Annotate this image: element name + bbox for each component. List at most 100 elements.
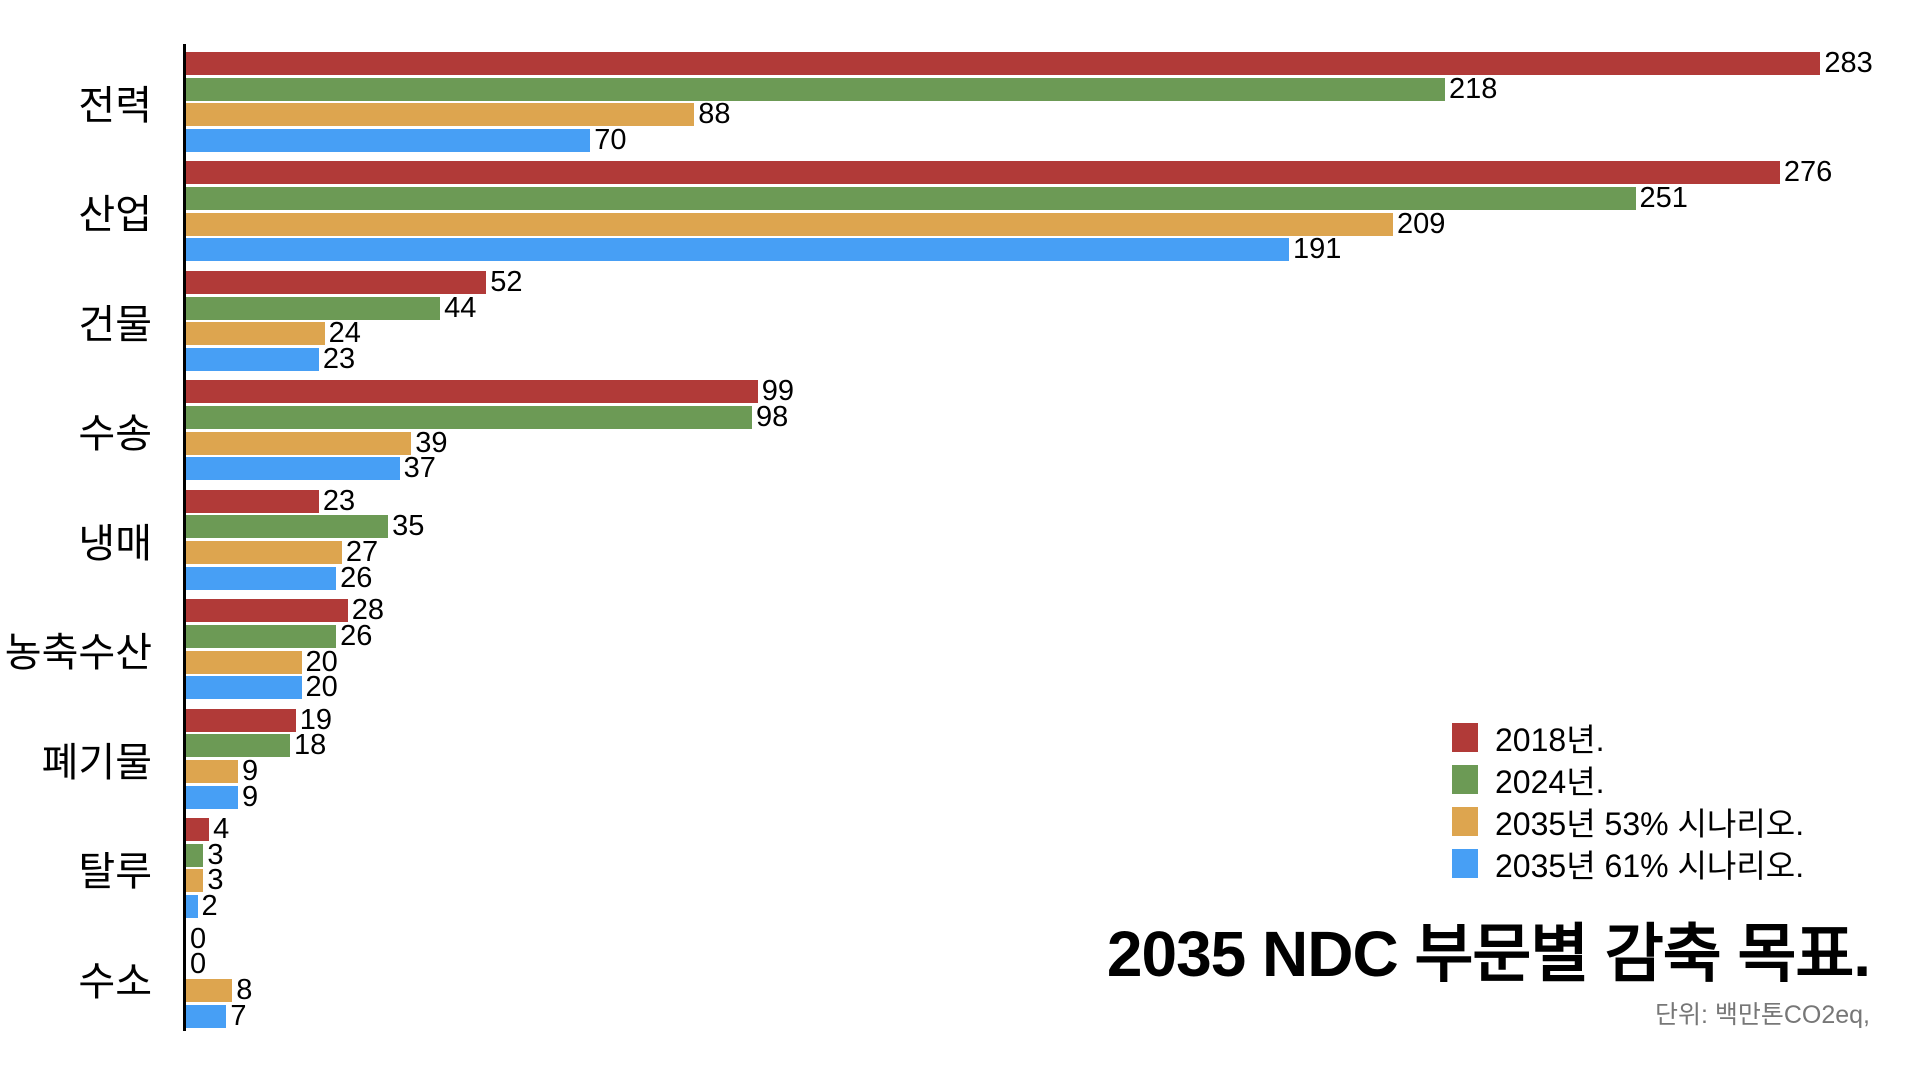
bar <box>186 515 389 539</box>
bar <box>186 52 1821 75</box>
bar-value-label: 20 <box>305 645 338 678</box>
bar-value-label: 27 <box>345 536 379 569</box>
bar-row: 35 <box>186 510 1873 543</box>
bar-value-label: 0 <box>190 922 207 955</box>
bar-group: 276 251 209 191 <box>186 156 1873 266</box>
bar-row: 209 <box>186 207 1873 240</box>
bar <box>186 322 325 346</box>
bar-value-label: 18 <box>293 729 327 762</box>
bar-row: 88 <box>186 98 1873 131</box>
bar-row: 7 <box>186 999 1873 1032</box>
bar-group: 19 18 9 9 <box>186 705 1873 813</box>
bar <box>186 978 233 1002</box>
bar <box>186 760 238 783</box>
legend-label: 2035년 61% 시나리오. <box>1495 847 1805 884</box>
bar-row: 44 <box>186 291 1873 324</box>
bar <box>186 843 204 867</box>
bar <box>186 296 441 320</box>
bar <box>186 406 752 429</box>
bar <box>186 380 758 404</box>
bar-value-label: 209 <box>1396 207 1446 240</box>
bar-group: 99 98 39 37 <box>186 375 1873 483</box>
bar-row: 9 <box>186 755 1873 787</box>
bar-row: 0 <box>186 922 1873 955</box>
bar-groups: 283 218 88 70 276 251 209 191 52 44 24 23 99 98 39 37 23… <box>186 49 1873 1037</box>
bar-group: 28 26 20 20 <box>186 594 1873 702</box>
bar-value-label: 2 <box>201 890 218 923</box>
category-label: 건물 <box>78 302 152 347</box>
bar-row: 37 <box>186 454 1873 483</box>
legend-color-swatch <box>1452 849 1478 878</box>
bar-value-label: 88 <box>698 98 731 131</box>
bar-value-label: 9 <box>241 780 259 813</box>
legend: 2018년. 2024년. 2035년 53% 시나리오. 2035년 61% 시나리… <box>1452 722 1805 891</box>
bar-value-label: 3 <box>207 864 224 897</box>
bar <box>186 818 210 842</box>
bar <box>186 238 1290 262</box>
bar <box>186 457 400 481</box>
category-label: 수소 <box>78 959 152 1004</box>
bar-row: 191 <box>186 233 1873 266</box>
bar-value-label: 276 <box>1783 156 1833 189</box>
bar-value-label: 70 <box>594 123 627 156</box>
legend-item: 2024년. <box>1452 764 1804 800</box>
bar-value-label: 99 <box>761 375 794 408</box>
category-label: 냉매 <box>78 521 152 566</box>
bar-value-label: 98 <box>755 401 789 433</box>
bar-value-label: 23 <box>322 342 356 375</box>
bar-value-label: 28 <box>351 594 384 627</box>
bar <box>186 650 302 674</box>
legend-label: 2035년 53% 시나리오. <box>1495 805 1805 842</box>
bar-row: 218 <box>186 72 1873 105</box>
bar-value-label: 24 <box>328 317 361 350</box>
legend-color-swatch <box>1452 765 1478 794</box>
bar-row: 99 <box>186 375 1873 408</box>
bar-row: 26 <box>186 561 1873 594</box>
bar-group: 52 44 24 23 <box>186 267 1873 375</box>
bar-row: 4 <box>186 815 1873 844</box>
category-label: 탈루 <box>78 850 152 895</box>
bar-value-label: 251 <box>1639 182 1688 215</box>
chart-title: 2035 NDC 부문별 감축 목표. <box>1106 918 1871 990</box>
bar <box>186 676 302 700</box>
bar-row: 20 <box>186 673 1873 702</box>
bar-group: 23 35 27 26 <box>186 484 1873 594</box>
bar-value-label: 7 <box>230 999 247 1032</box>
bar-value-label: 3 <box>207 838 224 871</box>
bar <box>186 270 487 294</box>
bar-value-label: 191 <box>1293 233 1342 266</box>
bar <box>186 599 348 623</box>
bar <box>186 869 204 893</box>
bar-row: 3 <box>186 864 1873 897</box>
bar-row: 28 <box>186 594 1873 627</box>
bar <box>186 103 695 127</box>
bar <box>186 708 296 732</box>
bar <box>186 77 1445 101</box>
bar-row: 2 <box>186 890 1873 923</box>
bar <box>186 541 342 565</box>
bar-value-label: 44 <box>444 291 477 324</box>
legend-label: 2024년. <box>1495 763 1605 800</box>
bar-value-label: 8 <box>236 973 253 1006</box>
bar <box>186 431 412 455</box>
bar-value-label: 0 <box>190 948 207 981</box>
bar-row: 251 <box>186 182 1873 215</box>
bar-value-label: 23 <box>322 484 356 517</box>
bar-value-label: 9 <box>241 755 259 787</box>
bar-row: 98 <box>186 401 1873 433</box>
category-label: 전력 <box>78 83 152 128</box>
bar-value-label: 218 <box>1448 72 1498 105</box>
bar-row: 9 <box>186 780 1873 813</box>
bar-value-label: 35 <box>392 510 425 543</box>
legend-color-swatch <box>1452 807 1478 836</box>
bar-row: 283 <box>186 49 1873 78</box>
bar <box>186 1004 227 1028</box>
bar <box>186 347 319 371</box>
bar-row: 8 <box>186 973 1873 1006</box>
bar-value-label: 26 <box>340 561 373 594</box>
bar-row: 18 <box>186 729 1873 762</box>
legend-item: 2018년. <box>1452 722 1804 758</box>
bar <box>186 624 337 648</box>
